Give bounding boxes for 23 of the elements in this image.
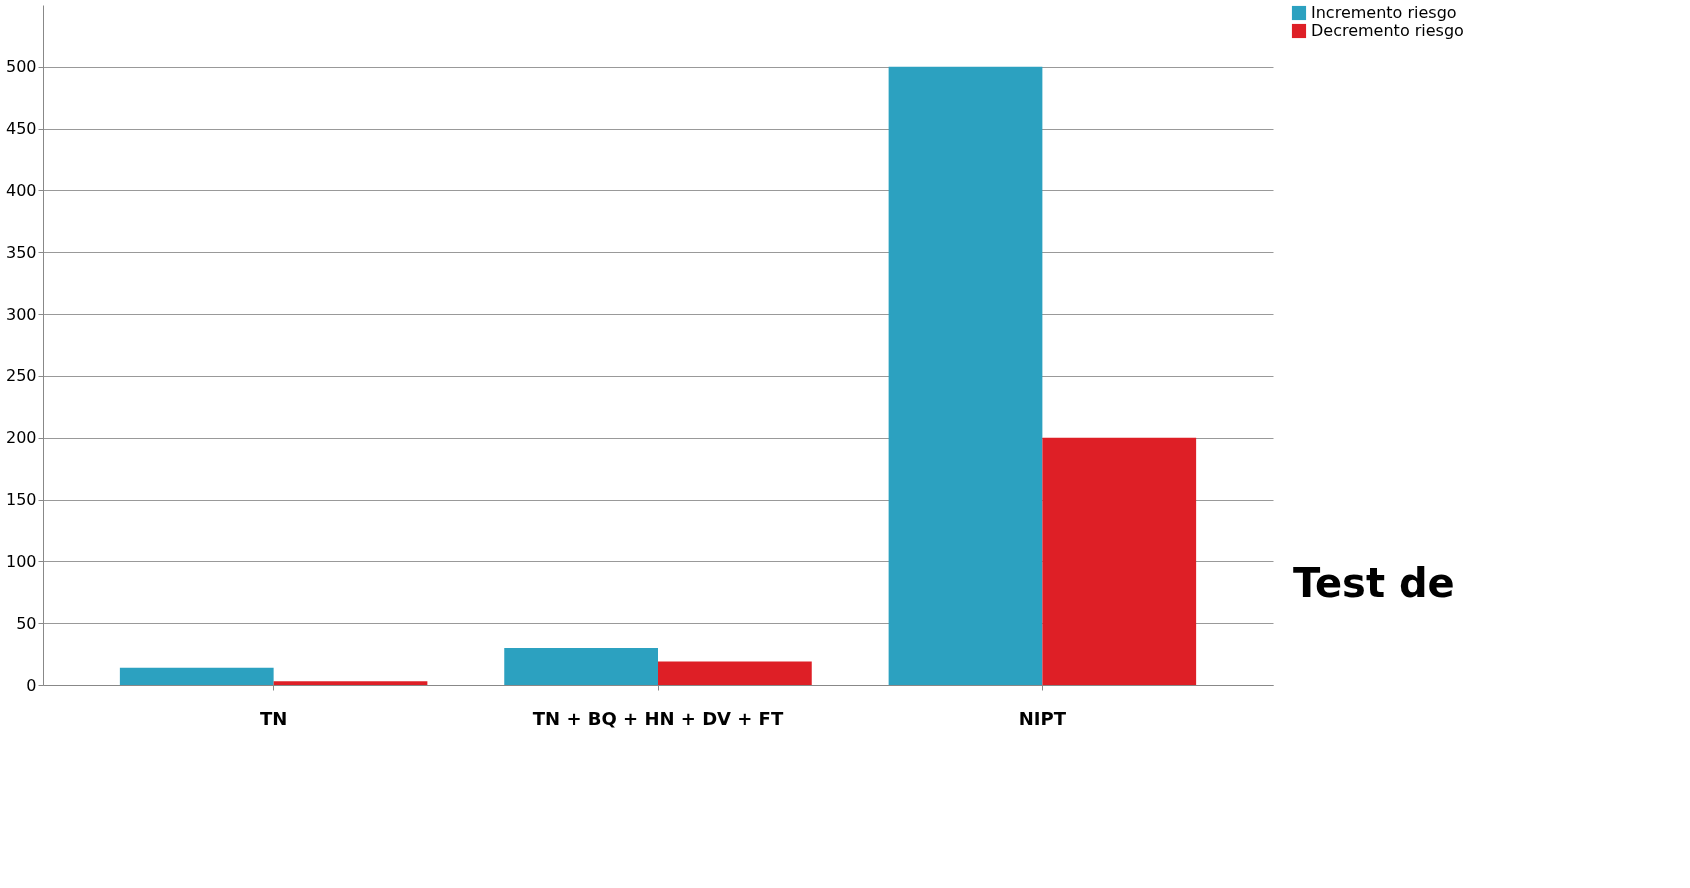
y-tick-label: 200 [5, 428, 37, 448]
x-tick-label: TN + BQ + HN + DV + FT [532, 707, 784, 729]
x-tick-label: NIPT [1018, 707, 1067, 729]
bar [1042, 437, 1197, 685]
y-tick-label: 250 [5, 366, 37, 386]
bar [273, 681, 428, 685]
legend-label: Decremento riesgo [1311, 21, 1464, 40]
bar [504, 647, 658, 685]
bar [888, 66, 1043, 685]
y-tick-label: 150 [5, 490, 37, 510]
text: Test de [1293, 560, 1455, 606]
y-tick-label: 350 [5, 242, 37, 262]
y-tick-label: 100 [5, 551, 37, 571]
y-tick-label: 0 [26, 675, 37, 695]
bar [658, 661, 812, 685]
legend-label: Incremento riesgo [1311, 3, 1457, 22]
bar [119, 667, 274, 685]
x-tick-label: TN [259, 707, 288, 729]
y-tick-label: 450 [5, 119, 37, 139]
y-tick-label: 50 [16, 613, 37, 633]
y-tick-label: 300 [5, 304, 37, 324]
y-tick-label: 500 [5, 57, 37, 77]
y-tick-label: 400 [5, 180, 37, 200]
